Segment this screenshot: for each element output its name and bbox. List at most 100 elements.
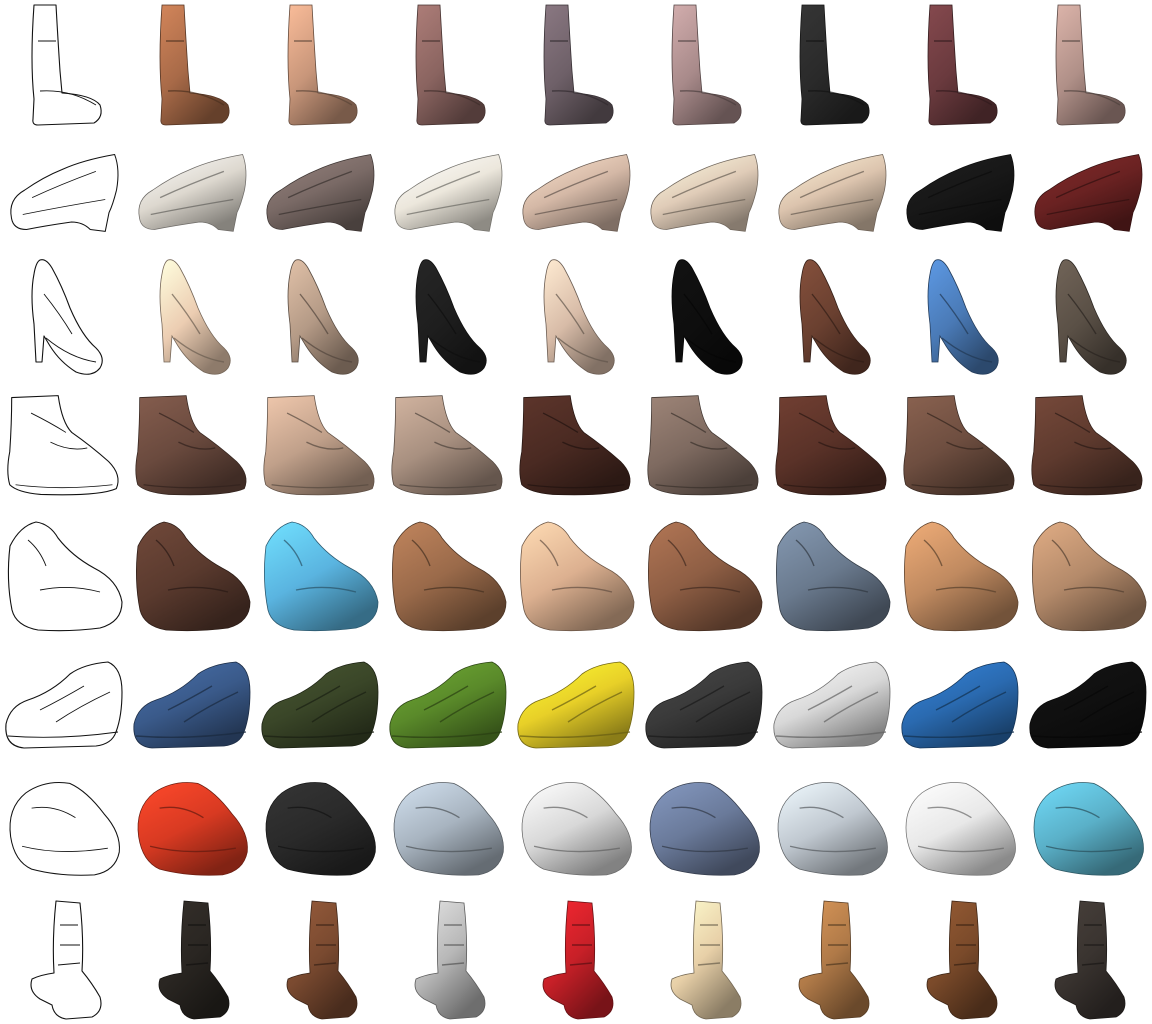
generated-shoe-drawing xyxy=(776,521,891,632)
generated-shoe-drawing xyxy=(393,782,504,876)
generated-shoe-drawing xyxy=(1055,259,1127,375)
generated-shoe-image xyxy=(128,894,256,1024)
generated-shoe-drawing xyxy=(1034,154,1143,232)
generated-shoe-drawing xyxy=(520,521,635,632)
generated-shoe-drawing xyxy=(521,782,632,876)
generated-shoe-image xyxy=(768,894,896,1024)
generated-shoe-image xyxy=(768,254,896,382)
shoe-sketch xyxy=(0,132,128,252)
generated-shoe-drawing xyxy=(287,259,359,375)
generated-shoe-image xyxy=(512,132,640,252)
shoe-row xyxy=(0,640,1152,768)
generated-shoe-drawing xyxy=(137,782,248,876)
generated-shoe-image xyxy=(768,770,896,892)
generated-shoe-image xyxy=(384,510,512,638)
generated-shoe-image xyxy=(896,384,1024,508)
generated-shoe-drawing xyxy=(264,521,379,632)
generated-shoe-image xyxy=(512,254,640,382)
shoe-sketch xyxy=(0,384,128,508)
generated-shoe-drawing xyxy=(138,154,247,232)
generated-shoe-drawing xyxy=(389,661,507,749)
generated-shoe-drawing xyxy=(158,900,230,1020)
shoe-sketch xyxy=(0,510,128,638)
generated-shoe-image xyxy=(640,894,768,1024)
generated-shoe-drawing xyxy=(1033,782,1144,876)
shoe-sketch xyxy=(0,640,128,768)
generated-shoe-drawing xyxy=(266,154,375,232)
generated-shoe-image xyxy=(256,384,384,508)
generated-shoe-image xyxy=(256,0,384,130)
generated-shoe-image xyxy=(128,132,256,252)
generated-shoe-image xyxy=(768,510,896,638)
generated-shoe-image xyxy=(640,384,768,508)
generated-shoe-drawing xyxy=(135,395,247,496)
generated-shoe-drawing xyxy=(519,395,631,496)
shoe-sketch-drawing xyxy=(30,900,102,1020)
generated-shoe-image xyxy=(384,894,512,1024)
generated-shoe-drawing xyxy=(391,395,503,496)
generated-shoe-drawing xyxy=(394,154,503,232)
generated-shoe-drawing xyxy=(671,259,743,375)
generated-shoe-image xyxy=(256,254,384,382)
generated-shoe-drawing xyxy=(1054,900,1126,1020)
shoe-sketch xyxy=(0,770,128,892)
generated-shoe-image xyxy=(512,510,640,638)
generated-shoe-drawing xyxy=(263,395,375,496)
shoe-sketch-drawing xyxy=(9,781,120,876)
generated-shoe-drawing xyxy=(1032,521,1147,632)
generated-shoe-image xyxy=(384,384,512,508)
generated-shoe-drawing xyxy=(522,154,631,232)
generated-shoe-image xyxy=(896,0,1024,130)
generated-shoe-drawing xyxy=(927,259,999,375)
generated-shoe-image xyxy=(640,510,768,638)
shoe-sketch xyxy=(0,254,128,382)
generated-shoe-drawing xyxy=(392,521,507,632)
generated-shoe-image xyxy=(640,770,768,892)
generated-shoe-drawing xyxy=(647,395,759,496)
generated-shoe-image xyxy=(128,384,256,508)
generated-shoe-image xyxy=(640,640,768,768)
generated-shoe-drawing xyxy=(650,154,759,232)
generated-shoe-image xyxy=(896,132,1024,252)
shoe-sketch-drawing xyxy=(31,259,103,375)
generated-shoe-image xyxy=(768,384,896,508)
generated-shoe-image xyxy=(256,770,384,892)
generated-shoe-image xyxy=(128,0,256,130)
generated-shoe-drawing xyxy=(136,521,251,632)
generated-shoe-drawing xyxy=(543,259,615,375)
generated-shoe-drawing xyxy=(670,900,742,1020)
generated-shoe-drawing xyxy=(904,521,1019,632)
generated-shoe-image xyxy=(256,510,384,638)
generated-shoe-image xyxy=(896,510,1024,638)
generated-shoe-drawing xyxy=(159,4,230,126)
generated-shoe-image xyxy=(128,510,256,638)
generated-shoe-image xyxy=(384,770,512,892)
shoe-row xyxy=(0,510,1152,638)
shoe-sketch-drawing xyxy=(7,521,123,632)
generated-shoe-image xyxy=(512,894,640,1024)
generated-shoe-drawing xyxy=(1055,4,1126,126)
generated-shoe-drawing xyxy=(542,900,614,1020)
generated-shoe-image xyxy=(256,132,384,252)
generated-shoe-image xyxy=(896,254,1024,382)
generated-shoe-image xyxy=(1024,770,1152,892)
generated-shoe-drawing xyxy=(261,661,379,749)
generated-shoe-drawing xyxy=(645,661,763,749)
generated-shoe-image xyxy=(1024,132,1152,252)
generated-shoe-drawing xyxy=(778,154,887,232)
generated-shoe-drawing xyxy=(905,782,1016,876)
generated-shoe-image xyxy=(1024,254,1152,382)
generated-shoe-image xyxy=(384,0,512,130)
generated-shoe-drawing xyxy=(799,259,871,375)
generated-shoe-drawing xyxy=(415,259,487,375)
generated-shoe-image xyxy=(768,132,896,252)
generated-shoe-drawing xyxy=(773,661,891,749)
generated-shoe-image xyxy=(640,254,768,382)
generated-shoe-image xyxy=(384,132,512,252)
generated-shoe-image xyxy=(384,640,512,768)
generated-shoe-image xyxy=(384,254,512,382)
shoe-row xyxy=(0,254,1152,382)
shoe-sketch-drawing xyxy=(5,661,123,749)
shoe-row xyxy=(0,894,1152,1024)
